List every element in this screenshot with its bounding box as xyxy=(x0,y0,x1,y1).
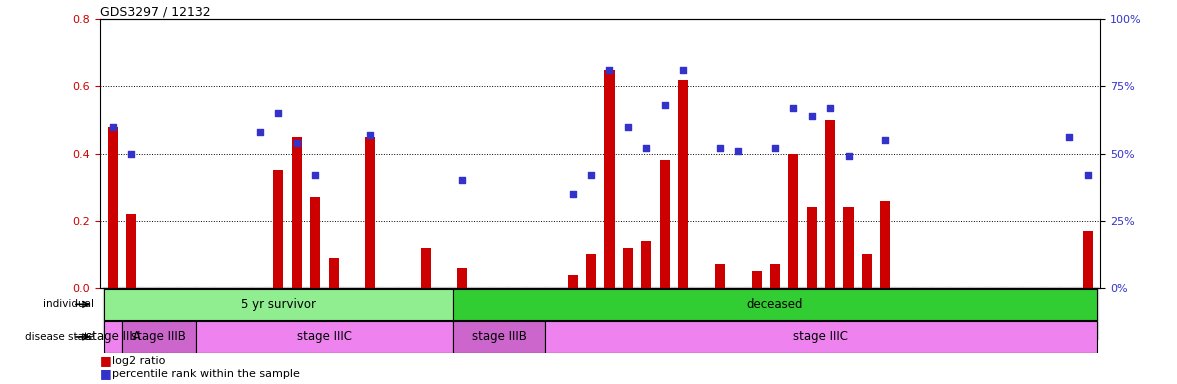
Bar xyxy=(752,271,762,288)
Bar xyxy=(623,248,633,288)
Point xyxy=(784,105,803,111)
Point xyxy=(453,177,472,184)
Point xyxy=(1078,172,1097,178)
Point xyxy=(637,145,656,151)
Text: stage IIIB: stage IIIB xyxy=(472,331,526,343)
Point xyxy=(104,124,122,130)
Text: percentile rank within the sample: percentile rank within the sample xyxy=(112,369,300,379)
Bar xyxy=(292,137,301,288)
Bar xyxy=(328,258,339,288)
Point xyxy=(618,124,637,130)
Bar xyxy=(420,248,431,288)
Point xyxy=(600,67,619,73)
Text: ■: ■ xyxy=(100,354,112,367)
Point xyxy=(564,191,583,197)
Text: stage IIIA: stage IIIA xyxy=(86,331,140,343)
Text: GDS3297 / 12132: GDS3297 / 12132 xyxy=(100,5,211,18)
Point xyxy=(673,67,692,73)
Text: individual: individual xyxy=(44,299,94,310)
Bar xyxy=(605,70,614,288)
Bar xyxy=(273,170,284,288)
Point xyxy=(122,151,141,157)
Text: stage IIIC: stage IIIC xyxy=(793,331,849,343)
Point xyxy=(306,172,325,178)
Bar xyxy=(567,275,578,288)
Point xyxy=(287,140,306,146)
Point xyxy=(876,137,895,143)
Bar xyxy=(678,80,689,288)
Bar xyxy=(104,321,122,353)
Point xyxy=(270,110,288,116)
Bar xyxy=(311,197,320,288)
Bar xyxy=(659,161,670,288)
Bar xyxy=(844,207,853,288)
Bar xyxy=(365,137,375,288)
Bar xyxy=(862,255,872,288)
Bar xyxy=(122,321,195,353)
Text: disease state: disease state xyxy=(25,332,94,342)
Bar xyxy=(126,214,137,288)
Point xyxy=(820,105,839,111)
Text: ■: ■ xyxy=(100,367,112,381)
Bar xyxy=(586,255,596,288)
Bar xyxy=(545,321,1097,353)
Bar xyxy=(770,265,780,288)
Bar xyxy=(1083,231,1092,288)
Point xyxy=(711,145,730,151)
Text: log2 ratio: log2 ratio xyxy=(112,356,166,366)
Bar xyxy=(104,289,453,320)
Bar xyxy=(453,289,1097,320)
Bar xyxy=(453,321,545,353)
Text: stage IIIB: stage IIIB xyxy=(132,331,186,343)
Point xyxy=(361,132,380,138)
Point xyxy=(656,102,674,108)
Bar xyxy=(880,201,890,288)
Bar xyxy=(108,127,118,288)
Bar xyxy=(825,120,836,288)
Text: stage IIIC: stage IIIC xyxy=(297,331,352,343)
Text: 5 yr survivor: 5 yr survivor xyxy=(241,298,315,311)
Bar xyxy=(806,207,817,288)
Point xyxy=(839,153,858,159)
Point xyxy=(581,172,600,178)
Text: deceased: deceased xyxy=(746,298,803,311)
Bar xyxy=(789,154,798,288)
Point xyxy=(765,145,784,151)
Bar xyxy=(458,268,467,288)
Bar xyxy=(641,241,651,288)
Bar xyxy=(714,265,725,288)
Bar xyxy=(195,321,453,353)
Point xyxy=(803,113,822,119)
Point xyxy=(1059,134,1078,141)
Point xyxy=(729,148,747,154)
Point xyxy=(251,129,270,135)
